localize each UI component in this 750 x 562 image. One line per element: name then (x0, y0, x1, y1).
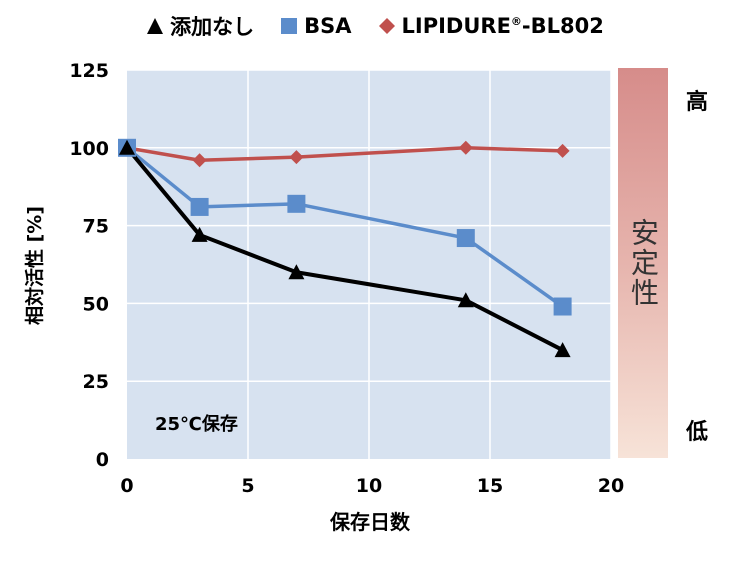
storage-condition-annotation: 25℃保存 (155, 414, 238, 435)
x-tick-label: 10 (356, 475, 382, 497)
x-tick-label: 15 (477, 475, 503, 497)
y-tick-label: 125 (69, 60, 109, 82)
x-tick-label: 0 (120, 475, 133, 497)
data-point-lipidure (458, 140, 473, 155)
diamond-marker-icon (378, 18, 395, 34)
data-point-none (288, 264, 305, 280)
triangle-marker-icon (147, 18, 164, 34)
y-tick-label: 100 (69, 138, 109, 160)
legend-label-none: 添加なし (170, 15, 255, 39)
legend-item-none: 添加なし (146, 11, 254, 41)
y-tick-label: 0 (96, 449, 109, 471)
data-point-none (119, 139, 135, 155)
stability-gradient-bar (618, 68, 668, 458)
data-point-none (191, 226, 208, 242)
data-point-bsa (553, 297, 572, 316)
data-point-lipidure (192, 153, 207, 168)
chart-legend: 添加なし BSA LIPIDURE®-BL802 (0, 10, 750, 42)
legend-item-lipidure: LIPIDURE®-BL802 (378, 14, 604, 38)
x-tick-label: 20 (598, 475, 624, 497)
data-point-bsa (190, 197, 209, 216)
data-point-none (554, 342, 571, 358)
legend-item-bsa: BSA (280, 14, 352, 38)
data-point-bsa (287, 194, 306, 213)
y-tick-label: 25 (83, 371, 109, 393)
y-axis-label: 相対活性 [%] (24, 205, 47, 325)
y-tick-label: 50 (83, 293, 109, 315)
data-point-lipidure (555, 143, 570, 158)
x-axis-label: 保存日数 (330, 510, 410, 534)
stability-high-label: 高 (686, 90, 709, 115)
data-point-bsa (456, 229, 475, 248)
stability-label: 安定性 (627, 218, 660, 308)
legend-label-lipidure: LIPIDURE®-BL802 (401, 14, 604, 38)
data-point-none (457, 292, 474, 308)
y-tick-label: 75 (83, 216, 109, 238)
square-marker-icon (281, 18, 298, 34)
x-tick-label: 5 (241, 475, 254, 497)
data-point-lipidure (289, 150, 304, 165)
legend-label-bsa: BSA (304, 14, 352, 38)
stability-low-label: 低 (686, 420, 709, 445)
